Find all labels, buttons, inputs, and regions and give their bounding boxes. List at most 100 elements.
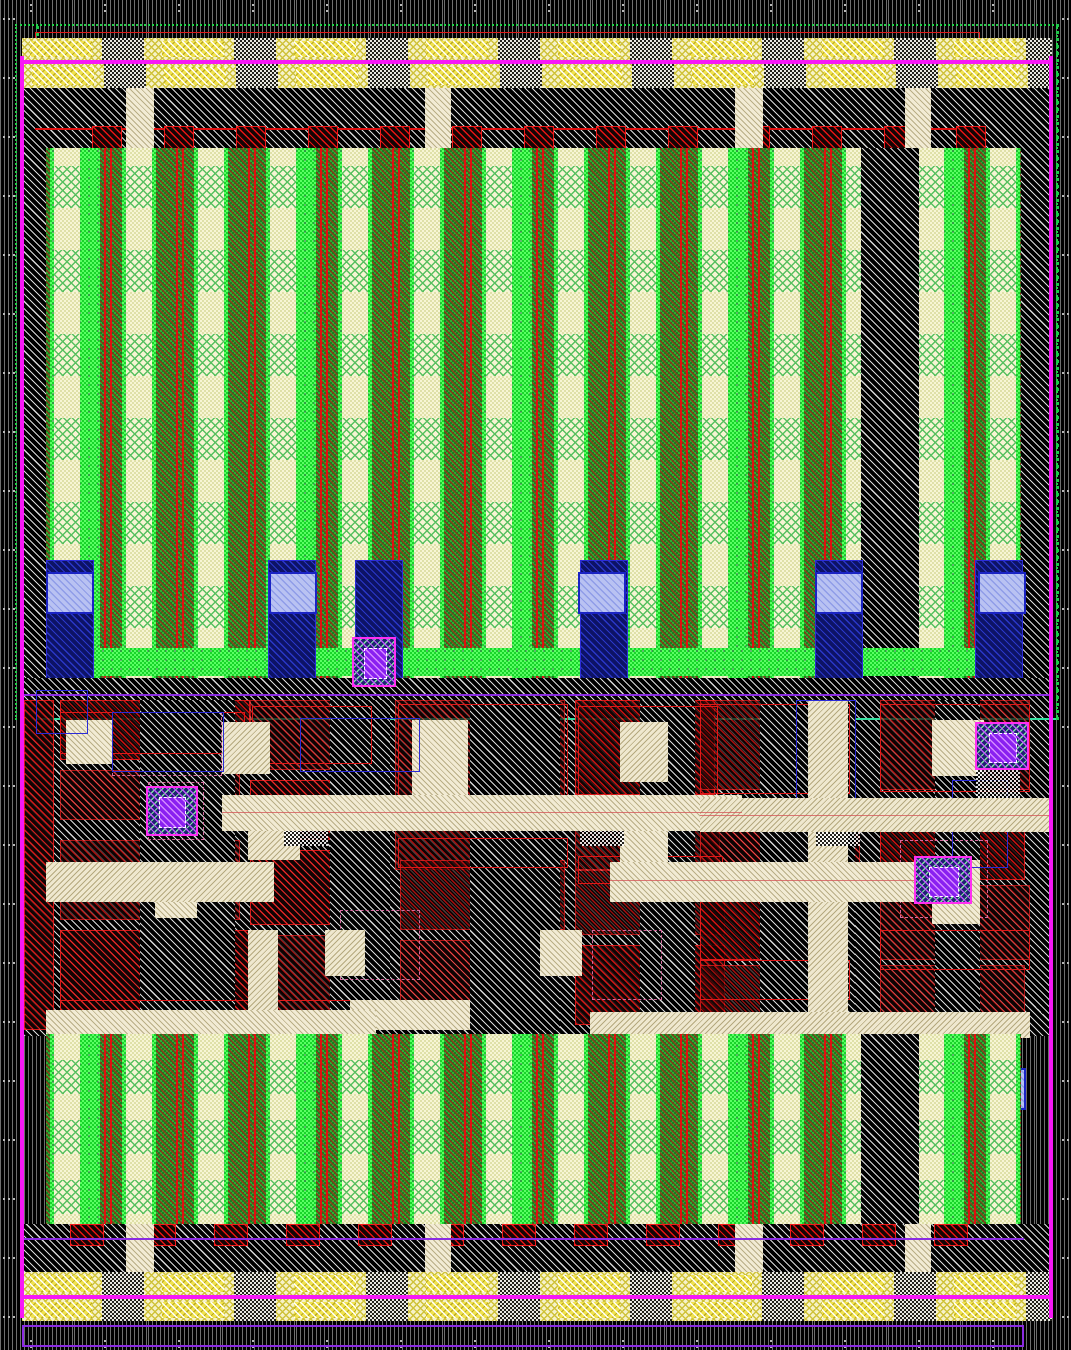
grid-tick	[13, 1198, 15, 1200]
grid-tick	[13, 844, 15, 846]
power-rail-contact	[162, 1302, 224, 1318]
field-notch	[861, 1034, 919, 1224]
poly-tab	[164, 126, 194, 150]
contact-square	[486, 418, 512, 460]
grid-tick	[326, 10, 328, 12]
grid-tick	[1067, 667, 1069, 669]
power-rail-gap	[366, 1299, 408, 1321]
contact-square	[918, 502, 944, 544]
grid-tick	[1062, 372, 1064, 374]
contact-square	[270, 166, 296, 208]
grid-tick	[1062, 136, 1064, 138]
poly-edge	[182, 148, 184, 678]
grid-tick	[3, 195, 5, 197]
grid-tick	[400, 10, 402, 12]
power-rail-bottom-lower-contacts	[22, 1299, 1052, 1321]
contact-square	[702, 1180, 728, 1214]
poly-tab	[812, 126, 842, 150]
poly-tab	[308, 126, 338, 150]
contact-square	[414, 250, 440, 292]
contact-square	[774, 1120, 800, 1154]
poly-tab	[70, 1224, 104, 1246]
grid-tick	[178, 1340, 180, 1342]
power-rail-gap	[366, 1272, 408, 1295]
contact-square	[414, 1120, 440, 1154]
grid-tick	[1062, 1198, 1064, 1200]
via-core	[364, 648, 387, 679]
contact-square	[702, 1120, 728, 1154]
grid-tick	[13, 726, 15, 728]
power-rail-gap	[102, 1272, 144, 1295]
contact-square	[630, 250, 656, 292]
power-rail-gap	[1026, 1272, 1052, 1295]
poly-edge	[608, 148, 610, 678]
grid-tick	[8, 962, 10, 964]
poly-edge	[248, 1034, 250, 1224]
power-rail-contact	[692, 67, 754, 85]
grid-tick	[1062, 667, 1064, 669]
poly-edge	[536, 148, 538, 678]
poly-edge	[536, 1034, 538, 1224]
poly-tab	[668, 126, 698, 150]
contact-square	[486, 1120, 512, 1154]
power-rail-gap	[632, 64, 674, 88]
poly-edge	[686, 1034, 688, 1224]
poly-edge	[176, 148, 178, 678]
grid-tick	[1067, 254, 1069, 256]
power-rail-contact	[824, 67, 886, 85]
grid-tick	[30, 4, 32, 6]
contact-square	[774, 166, 800, 208]
grid-tick	[13, 1257, 15, 1259]
grid-tick	[8, 195, 10, 197]
grid-tick	[8, 726, 10, 728]
grid-tick	[13, 962, 15, 964]
grid-tick	[548, 10, 550, 12]
contact-square	[270, 1060, 296, 1094]
grid-tick	[3, 490, 5, 492]
contact-square	[990, 1120, 1016, 1154]
poly-edge	[824, 148, 826, 678]
contact-square	[702, 334, 728, 376]
metal2-patch	[620, 722, 668, 782]
grid-tick	[1067, 313, 1069, 315]
power-rail-gap	[1026, 38, 1052, 60]
power-rail-gap	[894, 1299, 936, 1321]
power-rail-gap	[102, 38, 144, 60]
poly-edge	[830, 1034, 832, 1224]
grid-tick	[844, 1346, 846, 1348]
contact-square	[630, 586, 656, 628]
contact-square	[558, 334, 584, 376]
power-rail-gap	[1026, 1299, 1052, 1321]
contact-square	[54, 418, 80, 460]
contact-square	[270, 418, 296, 460]
contact-square	[702, 250, 728, 292]
metal1-contact-pad	[978, 572, 1026, 614]
poly-edge	[758, 148, 760, 678]
contact-square	[342, 1180, 368, 1214]
contact-square	[558, 1180, 584, 1214]
grid-tick	[104, 1340, 106, 1342]
poly-edge	[614, 148, 616, 678]
poly-tab	[502, 1224, 536, 1246]
power-rail-contact	[956, 67, 1018, 85]
poly-edge	[680, 148, 682, 678]
contact-square	[54, 502, 80, 544]
poly-edge	[542, 148, 544, 678]
contact-square	[270, 1180, 296, 1214]
contact-square	[774, 1180, 800, 1214]
power-rail-gap	[234, 1299, 276, 1321]
contact-square	[990, 250, 1016, 292]
contact-square	[918, 586, 944, 628]
grid-tick	[30, 1346, 32, 1348]
power-rail-gap	[896, 64, 938, 88]
poly-tab	[862, 1224, 896, 1246]
nwell-edge-right	[1056, 24, 1059, 720]
grid-tick	[622, 1346, 624, 1348]
contact-square	[270, 250, 296, 292]
poly-edge	[758, 1034, 760, 1224]
power-rail-contact	[294, 1302, 356, 1318]
power-rail-contact	[954, 1302, 1016, 1318]
contact-square	[774, 586, 800, 628]
contact-square	[342, 1060, 368, 1094]
